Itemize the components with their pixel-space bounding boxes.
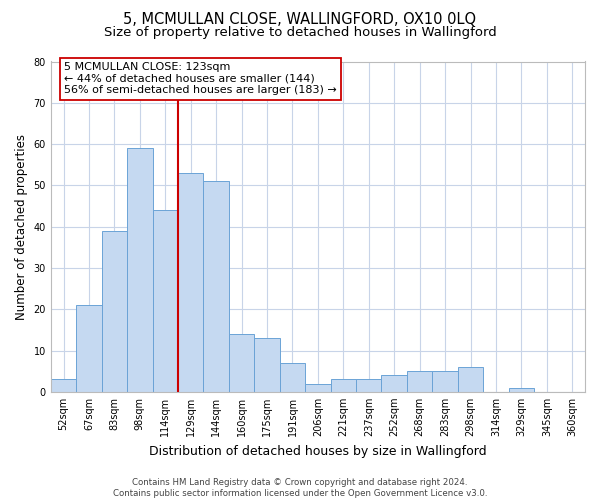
Bar	[305, 384, 331, 392]
Text: Size of property relative to detached houses in Wallingford: Size of property relative to detached ho…	[104, 26, 496, 39]
Bar	[101, 231, 127, 392]
Text: Contains HM Land Registry data © Crown copyright and database right 2024.
Contai: Contains HM Land Registry data © Crown c…	[113, 478, 487, 498]
Bar	[382, 376, 407, 392]
Bar	[229, 334, 254, 392]
Text: 5 MCMULLAN CLOSE: 123sqm
← 44% of detached houses are smaller (144)
56% of semi-: 5 MCMULLAN CLOSE: 123sqm ← 44% of detach…	[64, 62, 337, 96]
Bar	[51, 380, 76, 392]
Bar	[280, 363, 305, 392]
Bar	[254, 338, 280, 392]
Bar	[407, 371, 433, 392]
Bar	[76, 305, 101, 392]
Bar	[356, 380, 382, 392]
X-axis label: Distribution of detached houses by size in Wallingford: Distribution of detached houses by size …	[149, 444, 487, 458]
Text: 5, MCMULLAN CLOSE, WALLINGFORD, OX10 0LQ: 5, MCMULLAN CLOSE, WALLINGFORD, OX10 0LQ	[124, 12, 476, 28]
Bar	[152, 210, 178, 392]
Bar	[509, 388, 534, 392]
Bar	[178, 173, 203, 392]
Y-axis label: Number of detached properties: Number of detached properties	[15, 134, 28, 320]
Bar	[127, 148, 152, 392]
Bar	[331, 380, 356, 392]
Bar	[433, 371, 458, 392]
Bar	[458, 367, 483, 392]
Bar	[203, 181, 229, 392]
